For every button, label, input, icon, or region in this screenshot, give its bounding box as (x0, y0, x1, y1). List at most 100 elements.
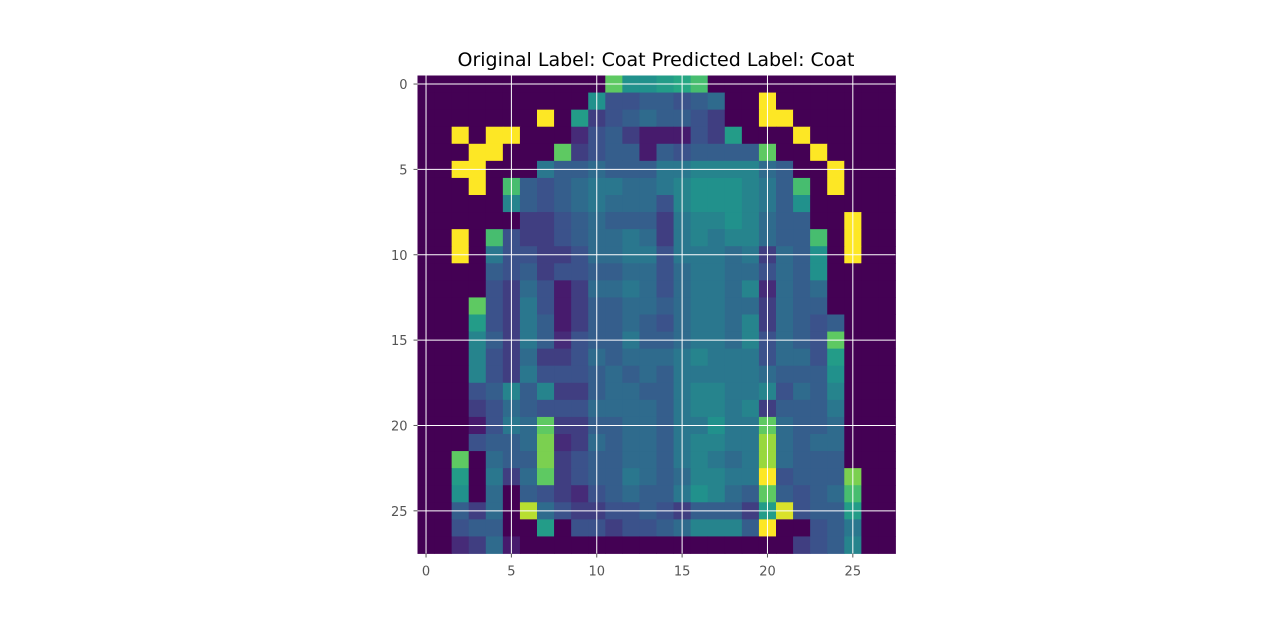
heatmap-cell (434, 229, 453, 247)
heatmap-cell (468, 382, 487, 401)
heatmap-cell (485, 348, 504, 367)
heatmap-cell (554, 263, 572, 281)
heatmap-cell (622, 143, 640, 162)
heatmap-cell (878, 485, 896, 503)
heatmap-cell (451, 399, 470, 418)
heatmap-cell (468, 485, 487, 503)
heatmap-cell (690, 297, 709, 315)
heatmap-cell (656, 348, 674, 367)
heatmap-cell (793, 212, 811, 230)
heatmap-cell (741, 365, 760, 384)
heatmap-cell (485, 195, 504, 213)
heatmap-cell (741, 468, 760, 486)
heatmap-cell (878, 229, 896, 247)
heatmap-cell (810, 365, 828, 384)
heatmap-cell (468, 348, 487, 367)
heatmap-cell (519, 297, 538, 315)
heatmap-cell (571, 143, 589, 162)
heatmap-cell (793, 519, 811, 537)
heatmap-cell (571, 280, 589, 298)
heatmap-cell (827, 126, 845, 145)
heatmap-cell (690, 382, 709, 401)
y-tick-label: 15 (391, 334, 408, 349)
heatmap-cell (827, 212, 845, 230)
heatmap-cell (639, 143, 657, 162)
heatmap-cell (485, 536, 504, 554)
heatmap-cell (810, 536, 828, 554)
heatmap-cell (810, 348, 828, 367)
heatmap-cell (622, 126, 640, 145)
heatmap-cell (434, 143, 453, 162)
heatmap-cell (451, 297, 470, 315)
heatmap-cell (605, 229, 623, 247)
heatmap-cell (537, 263, 555, 281)
heatmap-cell (519, 348, 538, 367)
heatmap-cell (656, 399, 674, 418)
heatmap-cell (656, 263, 674, 281)
heatmap-cell (605, 451, 623, 469)
heatmap-cell (519, 314, 538, 332)
heatmap-cell (707, 212, 726, 230)
heatmap-cell (485, 143, 504, 162)
heatmap-cell (776, 177, 794, 196)
heatmap-cell (451, 280, 470, 298)
heatmap-cell (639, 519, 657, 537)
heatmap-cell (656, 468, 674, 486)
heatmap-cell (537, 434, 555, 452)
heatmap-cell (622, 92, 640, 111)
heatmap-cell (793, 485, 811, 503)
heatmap-cell (434, 468, 453, 486)
heatmap-cell (434, 109, 453, 128)
x-tick-label: 15 (674, 565, 691, 580)
heatmap-cell (776, 485, 794, 503)
heatmap-cell (827, 229, 845, 247)
heatmap-cell (861, 212, 879, 230)
heatmap-cell (451, 212, 470, 230)
heatmap-cell (639, 348, 657, 367)
heatmap-cell (776, 348, 794, 367)
heatmap-cell (707, 365, 726, 384)
heatmap-cell (605, 468, 623, 486)
heatmap-cell (878, 212, 896, 230)
heatmap-cell (878, 263, 896, 281)
heatmap-cell (519, 468, 538, 486)
heatmap-cell (639, 92, 657, 111)
chart-title: Original Label: Coat Predicted Label: Co… (457, 49, 854, 71)
heatmap-cell (656, 434, 674, 452)
heatmap-cell (827, 434, 845, 452)
heatmap-cell (776, 314, 794, 332)
heatmap-cell (861, 382, 879, 401)
heatmap-cell (724, 434, 743, 452)
heatmap-cell (485, 109, 504, 128)
heatmap-cell (776, 536, 794, 554)
heatmap-cell (485, 92, 504, 111)
heatmap-cell (571, 382, 589, 401)
heatmap-cell (605, 382, 623, 401)
heatmap-cell (741, 212, 760, 230)
heatmap-cell (861, 297, 879, 315)
heatmap-cell (827, 519, 845, 537)
heatmap-cell (656, 485, 674, 503)
heatmap-cell (451, 92, 470, 111)
heatmap-cell (793, 195, 811, 213)
x-tick-label: 5 (507, 565, 515, 580)
heatmap-cell (741, 143, 760, 162)
heatmap-cell (468, 109, 487, 128)
heatmap-cell (776, 519, 794, 537)
heatmap-cell (622, 314, 640, 332)
heatmap-cell (810, 143, 828, 162)
heatmap-cell (639, 297, 657, 315)
heatmap-cell (690, 229, 709, 247)
heatmap-cell (605, 263, 623, 281)
heatmap-cell (554, 434, 572, 452)
heatmap-cells (417, 75, 896, 554)
heatmap-cell (656, 297, 674, 315)
heatmap-cell (707, 314, 726, 332)
heatmap-cell (861, 109, 879, 128)
heatmap-cell (554, 536, 572, 554)
heatmap-cell (810, 263, 828, 281)
heatmap-cell (724, 126, 743, 145)
heatmap-cell (571, 536, 589, 554)
heatmap-cell (554, 229, 572, 247)
heatmap-cell (554, 177, 572, 196)
